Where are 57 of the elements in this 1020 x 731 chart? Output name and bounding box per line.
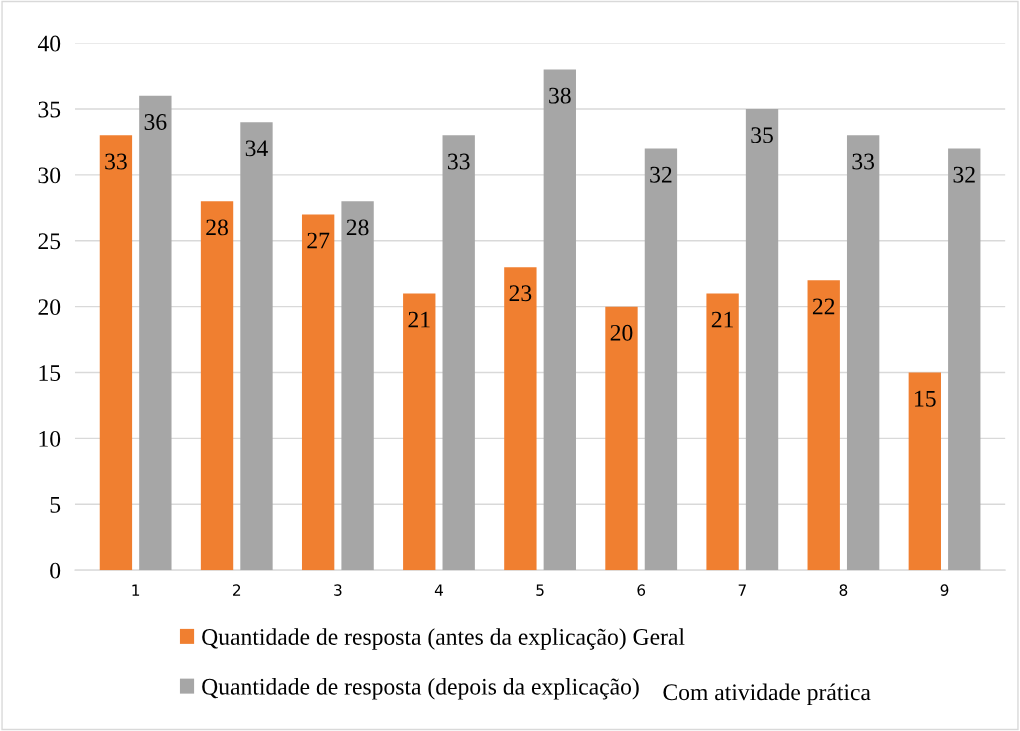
x-tick-label: 3 xyxy=(334,584,342,596)
y-tick-label: 40 xyxy=(37,35,61,52)
y-tick-label: 0 xyxy=(50,562,61,579)
y-tick-label: 20 xyxy=(38,299,61,316)
bar xyxy=(644,148,678,571)
data-label: 21 xyxy=(711,311,733,328)
x-tick-label: 2 xyxy=(233,584,241,596)
data-label: 15 xyxy=(915,390,936,407)
y-tick-label: 10 xyxy=(39,430,61,447)
data-label: 21 xyxy=(408,311,430,328)
y-tick-label: 15 xyxy=(39,365,61,381)
data-label: 35 xyxy=(751,127,773,144)
bar xyxy=(99,135,133,571)
data-label: 28 xyxy=(346,219,369,236)
bar xyxy=(504,267,537,571)
y-tick-label: 5 xyxy=(50,497,61,513)
data-label: 34 xyxy=(245,140,268,157)
data-label: 23 xyxy=(509,285,532,302)
bar xyxy=(139,95,172,571)
x-tick-label: 1 xyxy=(132,584,140,596)
bar xyxy=(543,69,576,571)
bar xyxy=(605,306,638,571)
legend-label: Quantidade de resposta (antes da explicação) Geral xyxy=(202,628,685,650)
y-tick-label: 35 xyxy=(38,101,61,118)
data-label: 32 xyxy=(650,166,672,183)
data-label: 33 xyxy=(448,153,470,170)
data-label: 32 xyxy=(953,166,975,183)
data-label: 27 xyxy=(307,232,330,249)
bar xyxy=(301,214,335,571)
bar xyxy=(341,201,374,571)
x-tick-label: 6 xyxy=(637,584,646,596)
data-label: 28 xyxy=(206,219,228,236)
legend-label: Quantidade de resposta (depois da explicação) xyxy=(202,678,639,700)
bar xyxy=(948,148,981,571)
data-label: 20 xyxy=(610,324,633,341)
x-tick-label: 4 xyxy=(434,584,443,596)
text: Com atividade prática xyxy=(663,683,871,706)
data-label: 33 xyxy=(105,153,127,170)
bar xyxy=(745,109,779,571)
x-tick-label: 8 xyxy=(839,584,848,596)
data-label: 22 xyxy=(812,298,835,315)
y-tick-label: 25 xyxy=(38,233,61,250)
x-tick-label: 9 xyxy=(940,584,949,596)
bar xyxy=(846,135,880,571)
x-tick-label: 7 xyxy=(738,584,746,596)
data-label: 36 xyxy=(144,114,167,130)
data-label: 33 xyxy=(852,153,875,170)
bar xyxy=(807,280,840,571)
bar xyxy=(200,201,234,571)
bar xyxy=(403,293,436,571)
bar xyxy=(240,122,273,571)
x-tick-label: 5 xyxy=(536,584,544,596)
y-tick-label: 30 xyxy=(38,167,61,184)
bar xyxy=(442,135,475,571)
bar xyxy=(706,293,739,571)
data-label: 38 xyxy=(549,87,571,104)
bar xyxy=(908,372,941,571)
